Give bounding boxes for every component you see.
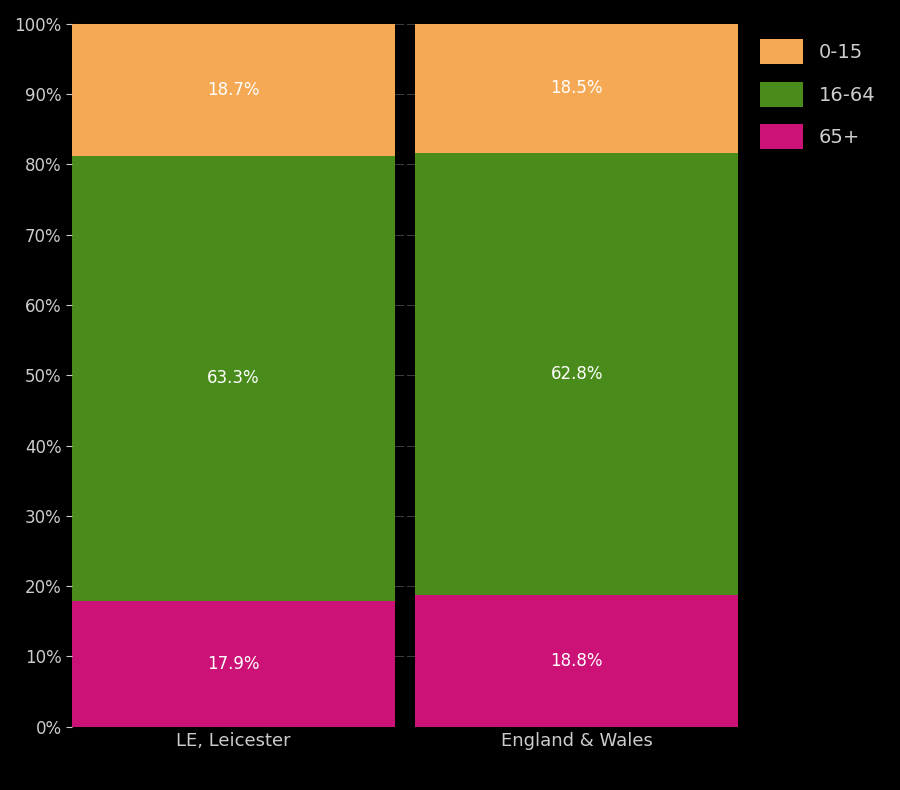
Text: 18.5%: 18.5% xyxy=(551,79,603,97)
Bar xyxy=(415,23,738,153)
Text: 18.7%: 18.7% xyxy=(207,81,259,99)
Bar xyxy=(72,601,395,727)
Text: 62.8%: 62.8% xyxy=(551,365,603,383)
Text: 63.3%: 63.3% xyxy=(207,370,260,387)
Text: 17.9%: 17.9% xyxy=(207,655,259,673)
Bar xyxy=(72,24,395,156)
Legend: 0-15, 16-64, 65+: 0-15, 16-64, 65+ xyxy=(754,33,881,155)
Text: 18.8%: 18.8% xyxy=(551,652,603,670)
Bar xyxy=(415,595,738,727)
Bar xyxy=(415,153,738,595)
Bar xyxy=(72,156,395,601)
